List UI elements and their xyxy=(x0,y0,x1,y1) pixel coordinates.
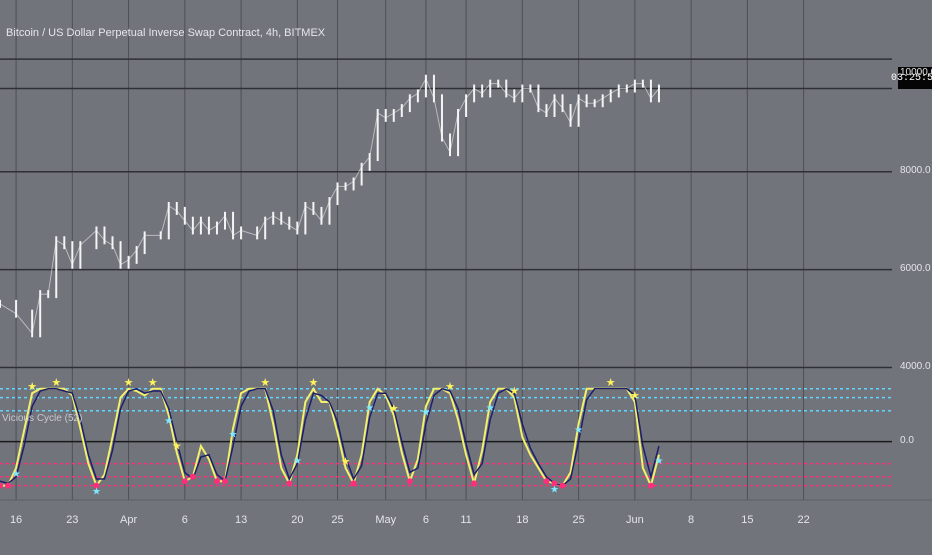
price-line xyxy=(0,77,660,335)
oversold-mark xyxy=(181,478,188,485)
oversold-mark xyxy=(406,478,413,485)
oversold-mark xyxy=(93,482,100,489)
oscillator-markers: ★ ★ ★ ★ ★ ★ ★ ★ ★ ★ ★ ★ ★ ★ ★ ★ ★ ★ ★ ★ ★ ★ ★ ★ xyxy=(12,376,664,498)
oversold-mark xyxy=(5,482,12,489)
bottom-star-marker: ★ xyxy=(229,429,238,440)
top-star-marker: ★ xyxy=(172,440,182,453)
top-star-marker: ★ xyxy=(630,389,640,402)
oversold-mark xyxy=(551,480,558,487)
oversold-mark xyxy=(222,478,229,485)
oversold-mark xyxy=(0,482,3,489)
bottom-star-marker: ★ xyxy=(92,487,101,498)
price-series xyxy=(0,74,660,338)
oversold-mark xyxy=(471,480,478,487)
top-star-marker: ★ xyxy=(341,455,351,468)
top-star-marker: ★ xyxy=(260,376,270,389)
oversold-mark xyxy=(559,482,566,489)
bottom-star-marker: ★ xyxy=(12,469,21,480)
chart-title: Bitcoin / US Dollar Perpetual Inverse Sw… xyxy=(6,27,326,39)
top-star-marker: ★ xyxy=(308,376,318,389)
top-star-marker: ★ xyxy=(389,402,399,415)
oversold-mark xyxy=(647,482,654,489)
bottom-star-marker: ★ xyxy=(293,456,302,467)
bottom-star-marker: ★ xyxy=(574,425,583,436)
top-star-marker: ★ xyxy=(27,380,37,393)
oscillator-bands xyxy=(0,388,892,487)
countdown-badge: 03:25:54 xyxy=(891,67,932,89)
bottom-star-marker: ★ xyxy=(654,456,663,467)
top-star-marker: ★ xyxy=(124,376,134,389)
oversold-mark xyxy=(213,478,220,485)
top-star-marker: ★ xyxy=(606,376,616,389)
top-star-marker: ★ xyxy=(445,380,455,393)
signal-line xyxy=(0,387,660,487)
grid-lines xyxy=(0,0,932,501)
top-star-marker: ★ xyxy=(51,376,61,389)
top-star-marker: ★ xyxy=(509,385,519,398)
bottom-star-marker: ★ xyxy=(421,407,430,418)
oversold-mark xyxy=(189,473,196,480)
bottom-star-marker: ★ xyxy=(486,403,495,414)
oscillator-series xyxy=(0,386,660,489)
bottom-star-marker: ★ xyxy=(365,403,374,414)
oversold-mark xyxy=(286,480,293,487)
oscillator-title: Vicious Cycle (52) xyxy=(2,413,83,424)
bottom-star-marker: ★ xyxy=(164,416,173,427)
oversold-mark xyxy=(543,478,550,485)
top-star-marker: ★ xyxy=(148,376,158,389)
oversold-mark xyxy=(350,480,357,487)
bottom-star-marker: ★ xyxy=(550,484,559,495)
